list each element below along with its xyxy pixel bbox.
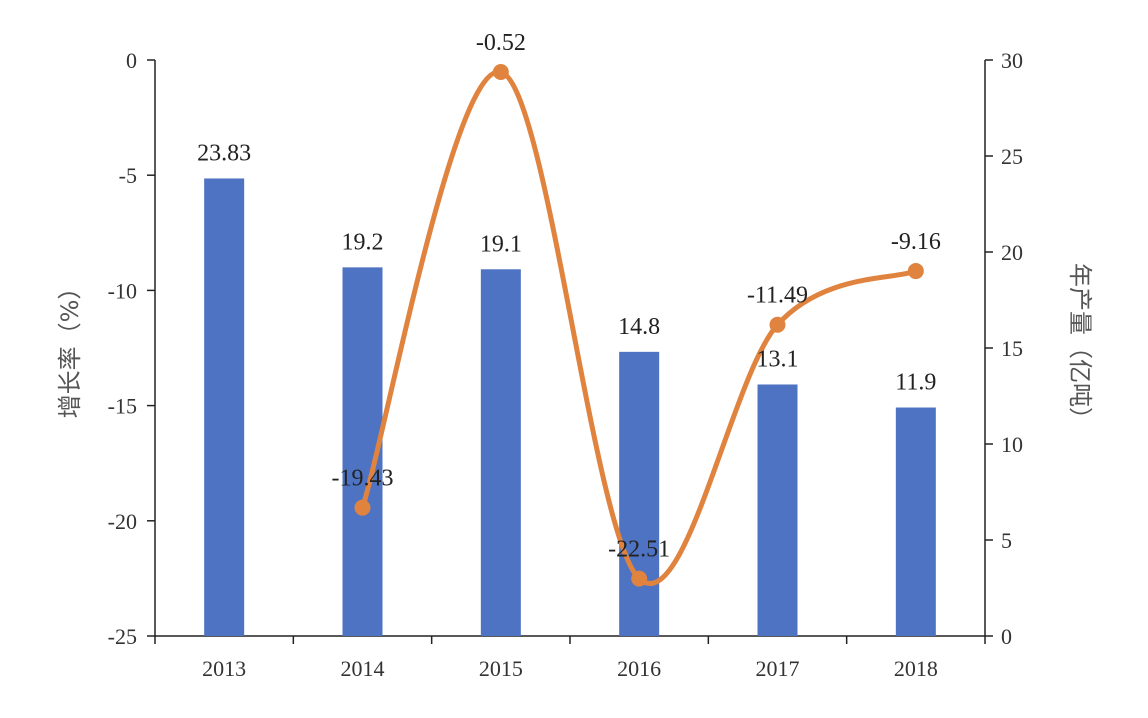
line-point-2018 (907, 263, 924, 280)
x-tick-label: 2013 (202, 656, 246, 681)
bar-2015 (480, 269, 521, 636)
y-right-tick-label: 5 (1001, 528, 1012, 553)
line-point-2017 (769, 316, 786, 333)
y-left-tick-label: -20 (108, 509, 137, 534)
x-tick-label: 2017 (756, 656, 800, 681)
y-left-tick-label: 0 (126, 48, 137, 73)
bar-2017 (757, 384, 798, 636)
y-right-tick-label: 0 (1001, 624, 1012, 649)
bar-2018 (895, 407, 936, 636)
y-right-tick-label: 30 (1001, 48, 1023, 73)
line-point-2015 (492, 63, 509, 80)
x-tick-label: 2018 (894, 656, 938, 681)
line-value-label: -19.43 (332, 466, 394, 492)
y-left-axis-title: 增长率（%） (56, 276, 84, 419)
bar-2013 (204, 178, 245, 637)
line-value-label: -0.52 (476, 30, 526, 56)
y-right-tick-label: 15 (1001, 336, 1023, 361)
y-left-tick-label: -15 (108, 394, 137, 419)
line-point-2016 (631, 570, 648, 587)
y-left-tick-label: -10 (108, 278, 137, 303)
bar-value-label: 19.2 (342, 229, 384, 255)
x-tick-label: 2015 (479, 656, 523, 681)
bar-value-label: 11.9 (895, 370, 936, 396)
line-value-label: -11.49 (747, 283, 808, 309)
y-right-axis-title: 年产量（亿吨） (1066, 263, 1094, 431)
line-value-label: -22.51 (608, 537, 670, 563)
y-right-tick-label: 10 (1001, 432, 1023, 457)
y-right-tick-label: 25 (1001, 144, 1023, 169)
x-tick-label: 2014 (341, 656, 385, 681)
bar-2016 (619, 351, 660, 636)
labels-layer: 23.83 19.2 19.1 14.8 13.1 11.9 -19.43 -0.52 -22.… (197, 30, 941, 563)
bar-value-label: 19.1 (480, 231, 522, 257)
line-point-2014 (354, 499, 371, 516)
x-tick-label: 2016 (617, 656, 661, 681)
line-layer (354, 63, 924, 587)
line-value-label: -9.16 (891, 229, 941, 255)
bar-value-label: 13.1 (757, 346, 799, 372)
bar-value-label: 23.83 (197, 140, 251, 166)
bar-value-label: 14.8 (618, 314, 660, 340)
y-right-tick-label: 20 (1001, 240, 1023, 265)
y-left-tick-label: -5 (119, 163, 137, 188)
y-left-tick-label: -25 (108, 624, 137, 649)
bars-layer (204, 178, 936, 637)
